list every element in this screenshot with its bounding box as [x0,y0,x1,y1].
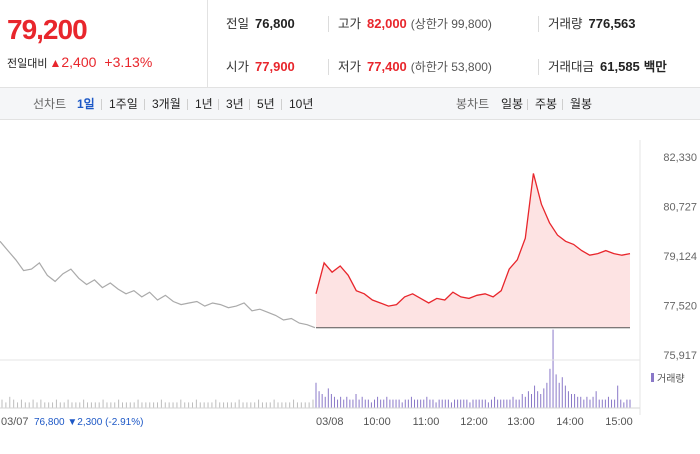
divider [328,16,329,32]
stock-summary: 79,200 전일대비 ▲2,400 +3.13% 전일 76,800 고가 82,00… [0,0,700,88]
tab-monthly-candle[interactable]: 월봉 [570,97,593,111]
chart-period-tabs: 선차트 1일 1주일 3개월 1년 3년 5년 10년 봉차트 일봉 주봉 월봉 [0,88,700,120]
divider [187,99,188,110]
x-tick-label: 15:00 [605,416,633,428]
stat-label: 거래량 [548,17,583,31]
x-tick-label: 14:00 [556,416,584,428]
stat-label: 전일 [226,17,250,31]
x-tick-label: 13:00 [507,416,535,428]
tab-1week[interactable]: 1주일 [109,97,138,111]
stat-low: 저가 77,400 (하한가 53,800) [338,45,492,89]
stat-label: 시가 [226,60,250,74]
stat-high: 고가 82,000 (상한가 99,800) [338,2,492,46]
stat-amount: 거래대금 61,585 백만 [548,45,667,89]
x-tick-label: 10:00 [363,416,391,428]
stat-label: 저가 [338,60,362,74]
stat-sub: (상한가 99,800) [410,17,492,31]
stat-value: 76,800 [255,16,295,31]
tab-5year[interactable]: 5년 [257,97,275,111]
y-tick-label: 82,330 [663,152,697,164]
price-chart-svg: 82,330 80,727 79,124 77,520 75,917 거래량 03/07 76… [0,140,697,428]
tab-daily-candle[interactable]: 일봉 [501,97,524,111]
stat-value: 82,000 [367,16,407,31]
divider [218,99,219,110]
x-tick-label: 12:00 [460,416,488,428]
y-tick-label: 80,727 [663,201,697,213]
y-tick-label: 79,124 [663,251,697,263]
stat-prev-close: 전일 76,800 [226,2,295,46]
stat-open: 시가 77,900 [226,45,295,89]
stat-sub: (하한가 53,800) [410,60,492,74]
divider [538,59,539,75]
divider [249,99,250,110]
stat-unit: 백만 [643,60,667,74]
x-label-prev-date: 03/07 [1,416,29,428]
prev-day-series-line [0,240,316,329]
stat-label: 거래대금 [548,60,595,74]
up-triangle-icon: ▲ [49,56,62,70]
tab-3month[interactable]: 3개월 [152,97,181,111]
y-tick-label: 77,520 [663,301,697,313]
stat-value: 61,585 [600,59,640,74]
price-block: 79,200 전일대비 ▲2,400 +3.13% [0,0,208,88]
x-tick-label: 11:00 [413,416,440,428]
change-value: 2,400 [61,54,97,70]
price-chart[interactable]: 82,330 80,727 79,124 77,520 75,917 거래량 03/07 76… [0,120,700,450]
stat-value: 77,400 [367,59,407,74]
tab-1day[interactable]: 1일 [77,97,95,111]
divider [527,99,528,110]
change-label: 전일대비 [7,58,48,70]
prev-close-value: 76,800 ▼2,300 (-2.91%) [34,417,143,428]
volume-legend-swatch [651,373,654,382]
candle-chart-label: 봉차트 [456,97,490,111]
stats-grid: 전일 76,800 고가 82,000 (상한가 99,800) 거래량 776,563… [208,0,700,88]
divider [144,99,145,110]
today-series-line [315,173,631,307]
stat-value: 77,900 [255,59,295,74]
tab-weekly-candle[interactable]: 주봉 [535,97,558,111]
divider [101,99,102,110]
change-rate: +3.13% [104,54,153,70]
divider [328,59,329,75]
current-price: 79,200 [7,14,88,45]
stat-label: 고가 [338,17,362,31]
divider [538,16,539,32]
line-chart-label: 선차트 [33,97,67,111]
tab-3year[interactable]: 3년 [226,97,244,111]
y-tick-label: 75,917 [663,350,697,362]
x-label-today-date: 03/08 [316,416,344,428]
stat-value: 776,563 [588,16,636,31]
tab-10year[interactable]: 10년 [289,97,314,111]
stat-volume: 거래량 776,563 [548,2,636,46]
divider [281,99,282,110]
tab-1year[interactable]: 1년 [195,97,213,111]
today-area-fill [316,173,630,328]
volume-legend-label: 거래량 [657,373,685,385]
change-row: 전일대비 ▲2,400 +3.13% [7,54,152,71]
divider [562,99,563,110]
